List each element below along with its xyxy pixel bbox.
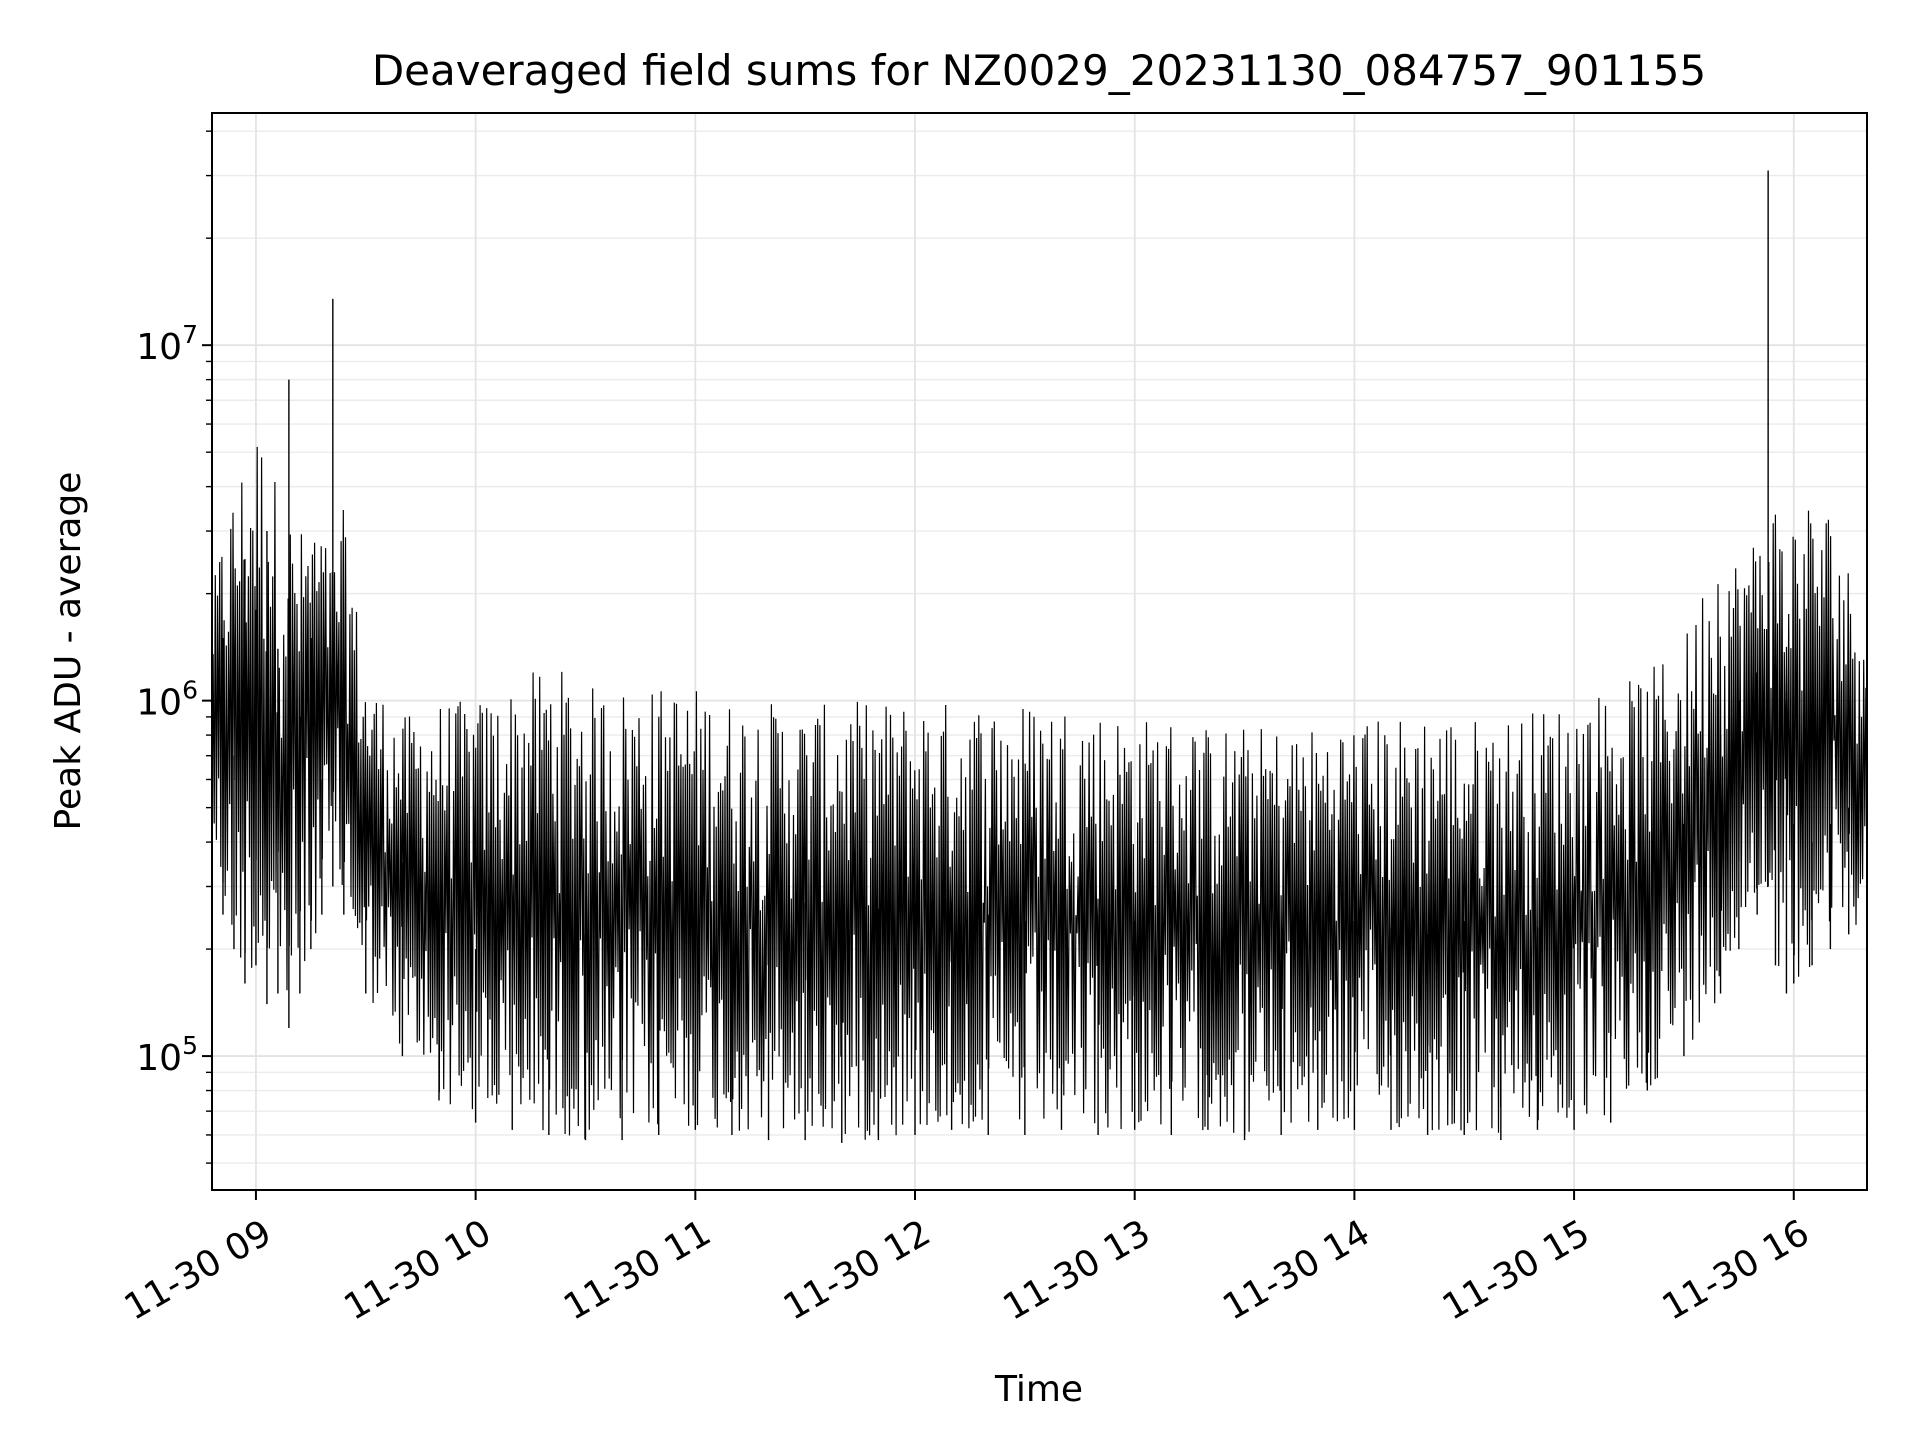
y-tick-label-base: 10	[136, 327, 182, 368]
chart-title: Deaveraged field sums for NZ0029_2023113…	[372, 46, 1706, 95]
y-tick-label: 106	[136, 676, 198, 724]
data-series	[211, 170, 1868, 1143]
grid	[212, 113, 1867, 1190]
y-axis-label: Peak ADU - average	[48, 472, 89, 831]
y-tick-label-base: 10	[136, 1038, 182, 1079]
y-tick-label: 105	[136, 1031, 198, 1079]
y-tick-label-exponent: 7	[182, 320, 198, 349]
series-line	[211, 446, 1868, 1140]
plot-frame	[211, 112, 1868, 1191]
y-tick-label-exponent: 5	[182, 1031, 198, 1060]
x-axis-label: Time	[994, 1369, 1083, 1410]
y-tick-label-exponent: 6	[182, 676, 198, 705]
y-tick-label: 107	[136, 320, 198, 368]
y-tick-label-base: 10	[136, 683, 182, 724]
